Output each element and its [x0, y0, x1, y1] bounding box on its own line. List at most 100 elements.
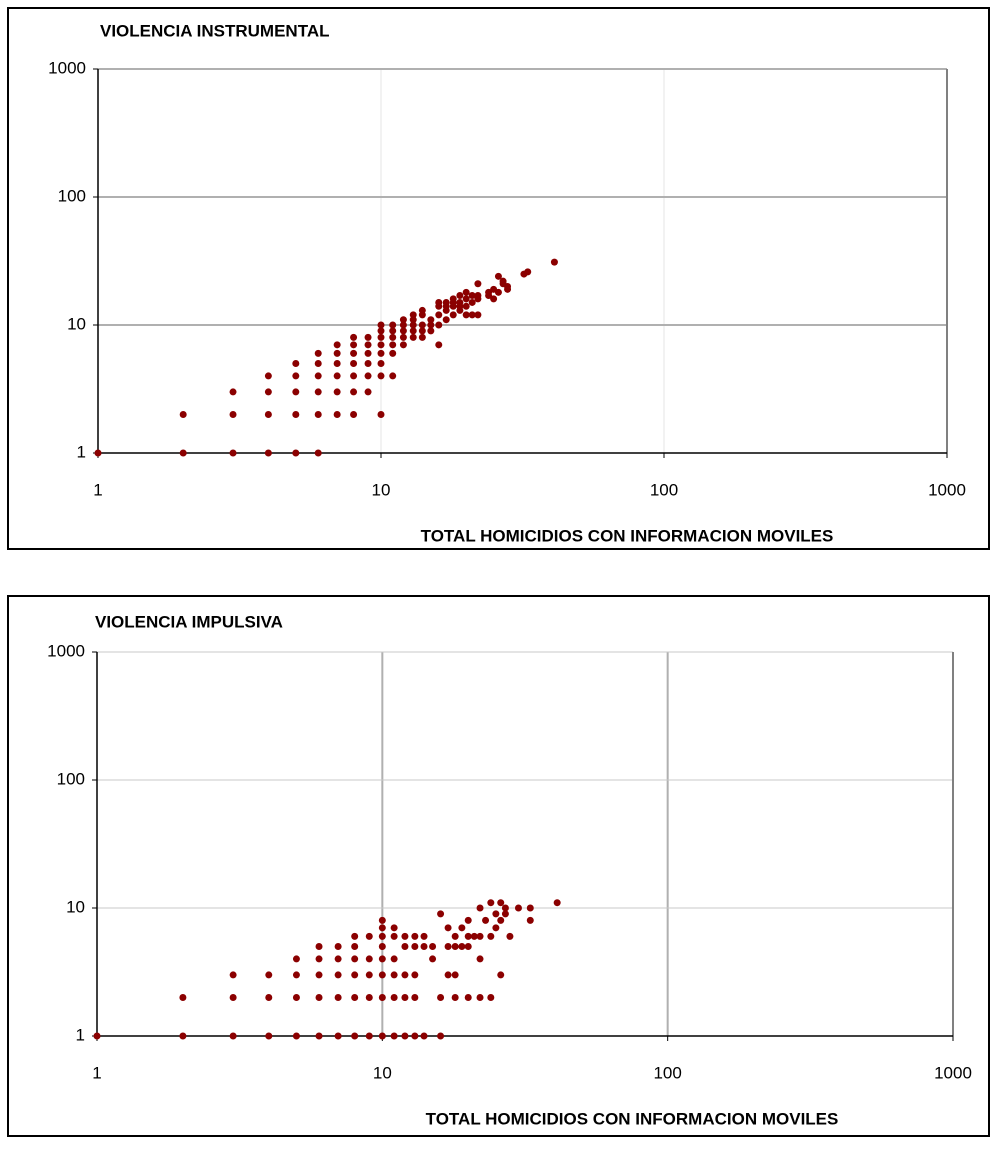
point — [333, 349, 341, 357]
point — [334, 971, 342, 979]
point — [526, 904, 534, 912]
point — [378, 924, 386, 932]
point — [314, 410, 322, 418]
point — [314, 388, 322, 396]
point — [464, 932, 472, 940]
point — [492, 924, 500, 932]
point — [350, 372, 358, 380]
point — [451, 971, 459, 979]
point — [390, 971, 398, 979]
point — [229, 410, 237, 418]
point — [474, 280, 482, 288]
y-tick-label: 10 — [66, 897, 85, 916]
point — [389, 372, 397, 380]
point — [315, 1032, 323, 1040]
point — [350, 410, 358, 418]
point — [389, 349, 397, 357]
point — [315, 955, 323, 963]
point — [401, 932, 409, 940]
point — [314, 360, 322, 368]
point — [350, 360, 358, 368]
point — [462, 295, 470, 303]
point — [292, 372, 300, 380]
point — [179, 1032, 187, 1040]
point — [390, 993, 398, 1001]
point — [506, 932, 514, 940]
point — [429, 943, 437, 951]
y-tick-label: 1 — [76, 1025, 85, 1044]
point — [420, 1032, 428, 1040]
point — [451, 932, 459, 940]
point — [499, 277, 507, 285]
point — [411, 943, 419, 951]
y-tick-label: 1000 — [48, 58, 86, 77]
point — [418, 333, 426, 341]
point — [468, 292, 476, 300]
point — [462, 302, 470, 310]
y-tick-label: 100 — [57, 769, 85, 788]
point — [364, 372, 372, 380]
point — [444, 971, 452, 979]
point — [378, 932, 386, 940]
x-tick-label: 1 — [93, 480, 102, 499]
point — [315, 971, 323, 979]
point — [315, 993, 323, 1001]
point — [333, 341, 341, 349]
point — [444, 924, 452, 932]
point — [377, 349, 385, 357]
point — [442, 298, 450, 306]
x-tick-label: 1 — [92, 1063, 101, 1082]
point — [514, 904, 522, 912]
point — [420, 943, 428, 951]
point — [550, 258, 558, 266]
point — [334, 955, 342, 963]
point — [476, 904, 484, 912]
point — [427, 316, 435, 324]
point — [497, 971, 505, 979]
point — [401, 1032, 409, 1040]
point — [418, 306, 426, 314]
point — [526, 916, 534, 924]
point — [501, 910, 509, 918]
point — [364, 349, 372, 357]
point — [377, 321, 385, 329]
point — [409, 321, 417, 329]
point — [350, 349, 358, 357]
point — [365, 1032, 373, 1040]
point — [497, 899, 505, 907]
point — [179, 410, 187, 418]
x-axis-label: TOTAL HOMICIDIOS CON INFORMACION MOVILES — [426, 1109, 839, 1128]
point — [468, 298, 476, 306]
point — [427, 327, 435, 335]
point — [377, 341, 385, 349]
point — [179, 449, 187, 457]
point — [229, 971, 237, 979]
point — [429, 955, 437, 963]
point — [411, 971, 419, 979]
point — [389, 327, 397, 335]
point — [351, 932, 359, 940]
point — [468, 311, 476, 319]
point — [292, 971, 300, 979]
chart-title: VIOLENCIA IMPULSIVA — [95, 612, 283, 631]
point — [399, 316, 407, 324]
point — [437, 910, 445, 918]
point — [456, 298, 464, 306]
point — [399, 327, 407, 335]
point — [476, 932, 484, 940]
point — [333, 360, 341, 368]
point — [418, 327, 426, 335]
point — [409, 311, 417, 319]
point — [377, 360, 385, 368]
point — [292, 410, 300, 418]
point — [377, 327, 385, 335]
point — [378, 971, 386, 979]
point — [399, 341, 407, 349]
point — [351, 1032, 359, 1040]
point — [464, 943, 472, 951]
x-axis-label: TOTAL HOMICIDIOS CON INFORMACION MOVILES — [421, 526, 834, 545]
point — [333, 372, 341, 380]
point — [494, 272, 502, 280]
point — [377, 410, 385, 418]
point — [351, 971, 359, 979]
